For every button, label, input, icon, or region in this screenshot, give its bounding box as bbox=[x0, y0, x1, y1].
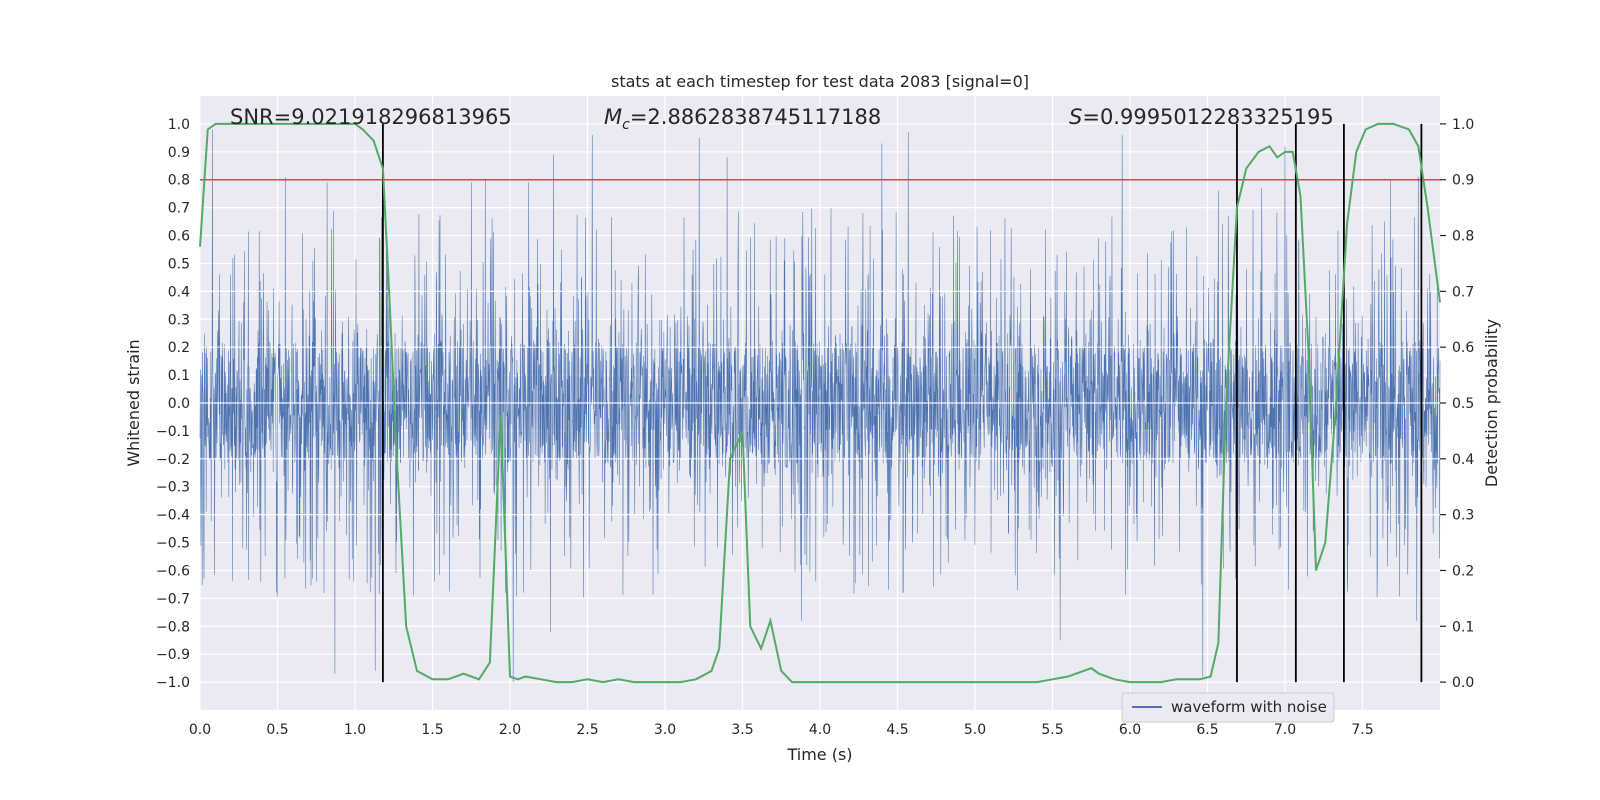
grid-lines-over-waveform bbox=[200, 290, 1440, 516]
x-tick-label: 6.5 bbox=[1196, 722, 1218, 738]
left-y-tick-label: −0.4 bbox=[156, 508, 190, 524]
x-tick-label: 4.5 bbox=[886, 722, 908, 738]
right-y-tick-label: 0.2 bbox=[1452, 563, 1474, 579]
x-tick-label: 3.0 bbox=[654, 722, 676, 738]
left-y-tick-label: −0.6 bbox=[156, 563, 190, 579]
score-value: =0.9995012283325195 bbox=[1082, 105, 1333, 129]
right-y-tick-label: 0.3 bbox=[1452, 508, 1474, 524]
right-y-tick-label: 1.0 bbox=[1452, 117, 1474, 133]
left-y-tick-label: −0.8 bbox=[156, 619, 190, 635]
x-tick-label: 7.0 bbox=[1274, 722, 1296, 738]
right-y-tick-label: 0.5 bbox=[1452, 396, 1474, 412]
left-y-tick-label: −0.5 bbox=[156, 536, 190, 552]
x-tick-label: 2.5 bbox=[576, 722, 598, 738]
right-y-tick-label: 0.8 bbox=[1452, 229, 1474, 245]
x-tick-label: 1.0 bbox=[344, 722, 366, 738]
left-y-tick-label: 0.1 bbox=[168, 368, 190, 384]
left-y-tick-label: 0.7 bbox=[168, 201, 190, 217]
left-y-tick-label: −0.7 bbox=[156, 591, 190, 607]
legend-box bbox=[1121, 692, 1335, 723]
x-tick-label: 7.5 bbox=[1351, 722, 1373, 738]
left-y-tick-label: −1.0 bbox=[156, 675, 190, 691]
left-y-tick-label: −0.9 bbox=[156, 647, 190, 663]
left-y-axis-ticks: 1.0 0.9 0.8 0.7 0.6 0.5 0.4 0.3 0.2 0.1 0.0 −0.1 −0.… bbox=[156, 117, 190, 691]
chirp-mass-value: =2.8862838745117188 bbox=[630, 105, 881, 129]
x-tick-label: 5.0 bbox=[964, 722, 986, 738]
left-y-tick-label: −0.3 bbox=[156, 480, 190, 496]
chart-title: stats at each timestep for test data 208… bbox=[611, 72, 1029, 91]
x-tick-label: 0.0 bbox=[189, 722, 211, 738]
left-y-tick-label: −0.2 bbox=[156, 452, 190, 468]
snr-annotation: SNR=9.021918296813965 bbox=[230, 105, 512, 129]
left-y-axis-label: Whitened strain bbox=[124, 339, 143, 466]
right-y-tick-label: 0.4 bbox=[1452, 452, 1474, 468]
x-tick-label: 6.0 bbox=[1119, 722, 1141, 738]
right-y-tick-label: 0.7 bbox=[1452, 284, 1474, 300]
legend-label: waveform with noise bbox=[1171, 698, 1327, 716]
x-axis-ticks: 0.0 0.5 1.0 1.5 2.0 2.5 3.0 3.5 4.0 4.5 5.0 5.5 6.0 6… bbox=[189, 722, 1374, 738]
score-annotation: S=0.9995012283325195 bbox=[1069, 105, 1334, 129]
left-y-tick-label: 1.0 bbox=[168, 117, 190, 133]
left-y-tick-label: 0.9 bbox=[168, 145, 190, 161]
x-tick-label: 3.5 bbox=[731, 722, 753, 738]
x-tick-label: 2.0 bbox=[499, 722, 521, 738]
right-y-tick-label: 0.6 bbox=[1452, 340, 1474, 356]
right-y-tick-label: 0.9 bbox=[1452, 173, 1474, 189]
score-symbol: S bbox=[1069, 105, 1082, 129]
left-y-tick-label: 0.4 bbox=[168, 284, 190, 300]
right-y-axis-label: Detection probability bbox=[1482, 319, 1501, 487]
x-tick-label: 1.5 bbox=[421, 722, 443, 738]
x-axis-label: Time (s) bbox=[786, 745, 852, 764]
waveform-series bbox=[199, 129, 1441, 683]
left-y-tick-label: 0.3 bbox=[168, 312, 190, 328]
chirp-mass-symbol: M bbox=[604, 105, 622, 129]
x-tick-label: 0.5 bbox=[266, 722, 288, 738]
right-y-axis-ticks: 1.0 0.9 0.8 0.7 0.6 0.5 0.4 0.3 0.2 0.1 0.0 bbox=[1440, 117, 1474, 691]
x-tick-label: 4.0 bbox=[809, 722, 831, 738]
x-tick-label: 5.5 bbox=[1041, 722, 1063, 738]
left-y-tick-label: 0.6 bbox=[168, 229, 190, 245]
left-y-tick-label: 0.5 bbox=[168, 256, 190, 272]
vertical-markers bbox=[381, 123, 1423, 683]
detection-probability-line bbox=[199, 122, 1441, 684]
waveform-with-noise-line bbox=[199, 129, 1441, 683]
legend: waveform with noise bbox=[1121, 692, 1335, 723]
chirp-mass-annotation: Mc=2.8862838745117188 bbox=[604, 105, 881, 133]
left-y-tick-label: 0.0 bbox=[168, 396, 190, 412]
left-y-tick-label: 0.2 bbox=[168, 340, 190, 356]
right-y-tick-label: 0.0 bbox=[1452, 675, 1474, 691]
chirp-mass-subscript: c bbox=[622, 117, 630, 133]
right-y-tick-label: 0.1 bbox=[1452, 619, 1474, 635]
left-y-tick-label: −0.1 bbox=[156, 424, 190, 440]
left-y-tick-label: 0.8 bbox=[168, 173, 190, 189]
